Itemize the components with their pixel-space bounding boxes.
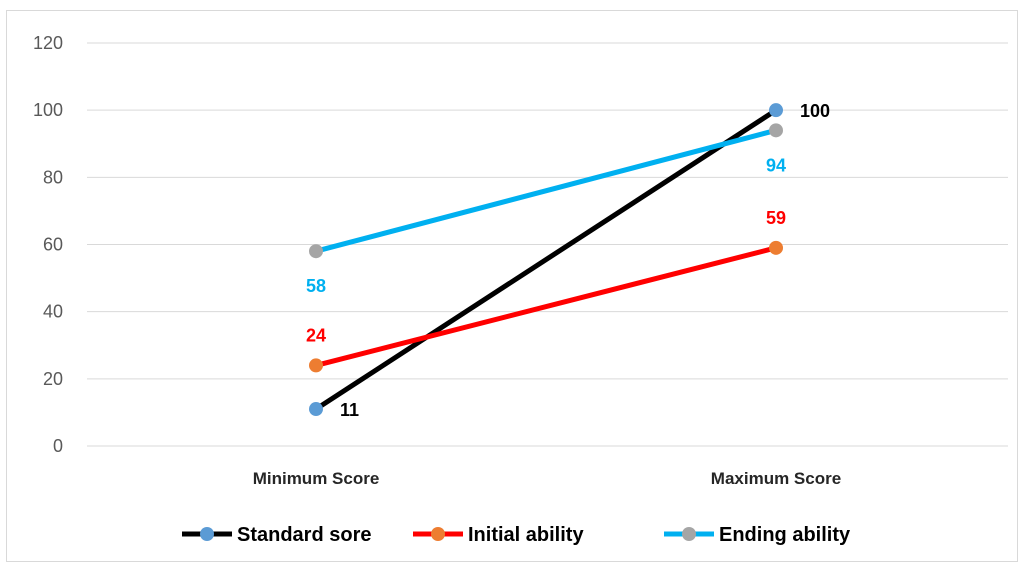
y-tick-label: 60 (43, 235, 63, 255)
y-tick-label: 100 (33, 100, 63, 120)
data-point (769, 123, 783, 138)
series-lines (313, 107, 779, 412)
data-point (769, 240, 783, 255)
series-line (313, 127, 779, 254)
data-label: 58 (306, 276, 326, 296)
chart-frame (6, 10, 1018, 562)
legend-label: Ending ability (719, 524, 851, 546)
data-point (309, 244, 323, 259)
y-tick-label: 0 (53, 436, 63, 456)
data-label: 11 (340, 400, 359, 420)
series-markers (309, 103, 783, 417)
legend: Standard sore Initial ability Ending abili… (182, 524, 851, 546)
data-point (309, 402, 323, 417)
series-line (313, 107, 779, 412)
data-label: 24 (306, 325, 326, 345)
legend-label: Standard sore (237, 524, 371, 546)
y-axis-ticks: 0 20 40 60 80 100 120 (33, 33, 63, 456)
data-label: 59 (766, 208, 786, 228)
x-category-label: Maximum Score (711, 469, 841, 488)
data-point (769, 103, 783, 118)
y-tick-label: 20 (43, 369, 63, 389)
data-label: 100 (800, 101, 830, 121)
y-tick-label: 40 (43, 302, 63, 322)
x-axis-categories: Minimum Score Maximum Score (253, 469, 841, 488)
y-tick-label: 80 (43, 167, 63, 187)
legend-label: Initial ability (468, 524, 584, 546)
data-label: 94 (766, 155, 786, 175)
data-point (309, 358, 323, 373)
y-tick-label: 120 (33, 33, 63, 53)
gridlines (87, 42, 1008, 447)
series-line (313, 245, 779, 368)
x-category-label: Minimum Score (253, 469, 380, 488)
legend-marker (200, 527, 214, 541)
data-labels: 11 100 24 59 58 94 (306, 101, 830, 420)
legend-marker (431, 527, 445, 541)
legend-marker (682, 527, 696, 541)
